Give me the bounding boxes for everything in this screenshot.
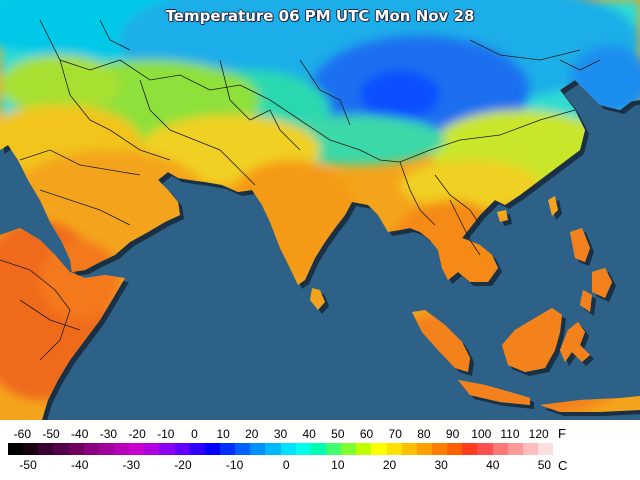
color-scale-swatch: [174, 443, 190, 455]
color-scale-swatch: [416, 443, 432, 455]
fahrenheit-tick-label: 80: [417, 427, 431, 441]
color-scale-swatch: [23, 443, 39, 455]
color-scale-swatch: [53, 443, 69, 455]
fahrenheit-tick-label: -20: [128, 427, 146, 441]
color-scale-swatch: [189, 443, 205, 455]
fahrenheit-tick-label: 110: [500, 427, 520, 441]
color-scale-swatch: [325, 443, 342, 455]
fahrenheit-tick-label: 10: [216, 427, 230, 441]
color-scale-swatch: [492, 443, 508, 455]
color-scale-swatch: [507, 443, 523, 455]
color-scale-swatch: [477, 443, 493, 455]
fahrenheit-tick-label: -30: [99, 427, 118, 441]
color-scale-swatch: [159, 443, 175, 455]
color-scale-swatch: [462, 443, 478, 455]
celsius-tick-label: 50: [537, 458, 552, 472]
fahrenheit-tick-label: 90: [445, 427, 460, 441]
country-borders: [0, 19, 601, 361]
temperature-field: [0, 0, 640, 420]
celsius-unit-label: C: [558, 458, 568, 473]
fahrenheit-unit-label: F: [558, 426, 566, 441]
celsius-tick-label: 20: [382, 458, 397, 472]
color-scale-swatch: [235, 443, 251, 455]
fahrenheit-tick-label: 50: [331, 427, 345, 441]
color-scale-swatch: [250, 443, 266, 455]
color-scale-swatch: [386, 443, 402, 455]
color-scale-swatch: [356, 443, 372, 455]
color-scale-bar: [8, 443, 554, 455]
color-scale-swatch: [310, 443, 326, 455]
color-scale-swatch: [537, 443, 554, 455]
fahrenheit-tick-label: 100: [471, 427, 492, 441]
fahrenheit-tick-label: 70: [388, 427, 402, 441]
color-scale-swatch: [8, 443, 24, 455]
color-scale-swatch: [219, 443, 236, 455]
fahrenheit-tick-label: 60: [359, 427, 374, 441]
fahrenheit-tick-label: 40: [302, 427, 316, 441]
color-scale-swatch: [401, 443, 417, 455]
color-scale-swatch: [38, 443, 54, 455]
color-scale-swatch: [371, 443, 387, 455]
fahrenheit-tick-label: -60: [13, 427, 31, 441]
color-scale-swatch: [98, 443, 114, 455]
color-scale-swatch: [431, 443, 448, 455]
color-scale-swatch: [447, 443, 463, 455]
color-scale-swatch: [295, 443, 311, 455]
temperature-legend: -60 -50 -40 -30 -20 -10 0 10 20 30 40 50 60 70 80 90 100…: [0, 420, 640, 480]
map-canvas: [0, 0, 640, 420]
color-scale-swatch: [341, 443, 357, 455]
celsius-tick-label: -10: [225, 458, 244, 472]
fahrenheit-tick-label: -10: [157, 427, 175, 441]
fahrenheit-tick-label: -40: [71, 427, 89, 441]
color-scale-swatch: [265, 443, 281, 455]
celsius-tick-label: -20: [174, 458, 192, 472]
color-scale-swatch: [68, 443, 84, 455]
color-scale-swatch: [522, 443, 538, 455]
celsius-tick-label: -40: [71, 458, 89, 472]
map-title: Temperature 06 PM UTC Mon Nov 28: [165, 7, 475, 25]
celsius-tick-label: -50: [19, 458, 37, 472]
celsius-tick-label: 40: [486, 458, 500, 472]
color-scale-swatch: [144, 443, 160, 455]
celsius-tick-label: 10: [331, 458, 345, 472]
color-scale-swatch: [129, 443, 145, 455]
fahrenheit-tick-label: 30: [273, 427, 288, 441]
celsius-tick-label: 0: [282, 458, 290, 472]
fahrenheit-tick-label: -50: [42, 427, 60, 441]
fahrenheit-tick-label: 20: [245, 427, 259, 441]
color-scale-swatch: [83, 443, 99, 455]
fahrenheit-tick-label: 0: [191, 427, 198, 441]
color-scale-swatch: [280, 443, 296, 455]
color-scale-swatch: [204, 443, 220, 455]
celsius-tick-label: 30: [434, 458, 448, 472]
temperature-map: Temperature 06 PM UTC Mon Nov 28: [0, 0, 640, 420]
color-scale-swatch: [113, 443, 130, 455]
celsius-tick-label: -30: [122, 458, 140, 472]
fahrenheit-tick-label: 120: [528, 427, 549, 441]
